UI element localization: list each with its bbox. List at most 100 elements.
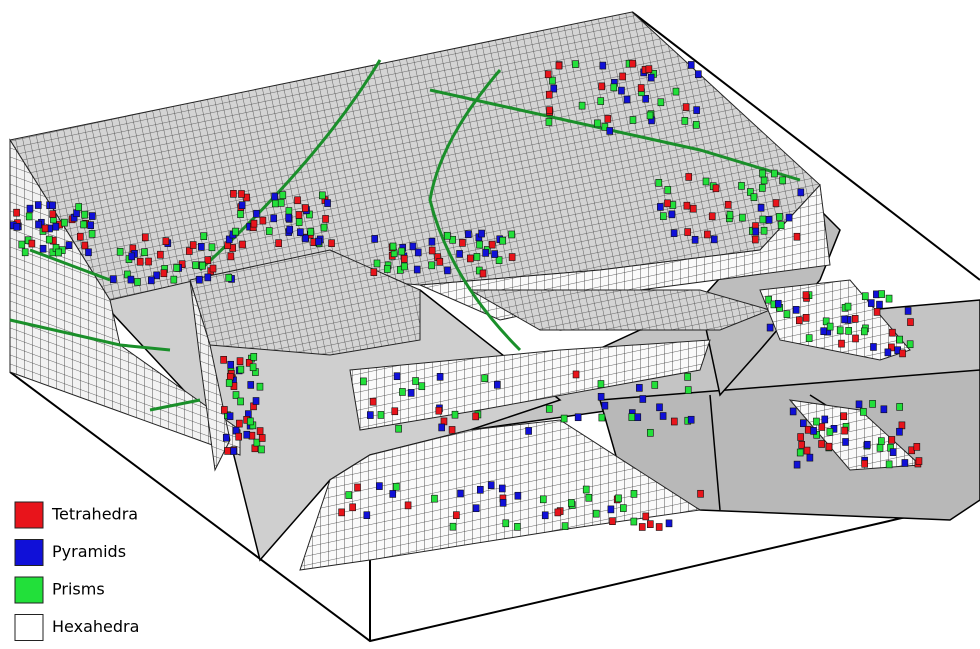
element-cell: [153, 271, 160, 280]
element-cell: [842, 438, 849, 446]
element-cell: [775, 299, 782, 308]
element-cell: [45, 235, 53, 244]
element-cell: [838, 339, 845, 348]
element-cell: [665, 519, 673, 528]
element-cell: [747, 188, 754, 196]
element-cell: [373, 259, 381, 268]
element-cell: [371, 235, 378, 243]
element-cell: [604, 115, 612, 123]
element-cell: [88, 212, 96, 220]
element-cell: [712, 184, 720, 193]
element-cell: [634, 413, 642, 421]
element-cell: [239, 240, 246, 249]
element-cell: [481, 374, 488, 383]
element-cell: [160, 269, 168, 278]
element-cell: [901, 459, 909, 467]
element-cell: [398, 247, 405, 256]
element-cell: [772, 199, 780, 207]
element-cell: [888, 436, 896, 444]
element-cell: [250, 219, 258, 228]
element-cell: [779, 176, 786, 185]
element-cell: [870, 343, 877, 351]
element-cell: [238, 190, 245, 198]
element-cell: [265, 227, 273, 235]
element-cell: [841, 315, 848, 324]
element-cell: [473, 253, 481, 261]
element-cell: [689, 204, 697, 213]
element-cell: [307, 227, 315, 236]
element-cell: [601, 401, 609, 410]
element-cell: [752, 227, 760, 236]
element-cell: [354, 483, 361, 492]
element-cell: [785, 213, 793, 222]
element-cell: [592, 509, 600, 518]
element-cell: [401, 262, 408, 271]
element-cell: [885, 460, 893, 469]
element-cell: [449, 235, 456, 244]
element-cell: [438, 423, 445, 432]
element-cell: [116, 247, 124, 256]
element-cell: [456, 250, 463, 258]
element-cell: [646, 111, 654, 120]
element-cell: [199, 261, 206, 270]
element-cell: [136, 257, 144, 266]
element-cell: [271, 192, 278, 201]
element-cell: [805, 334, 813, 342]
element-cell: [127, 275, 135, 284]
element-cell: [630, 517, 638, 526]
element-cell: [488, 240, 496, 249]
element-cell: [428, 261, 435, 270]
element-cell: [670, 229, 678, 237]
element-cell: [578, 101, 586, 110]
element-cell: [623, 95, 631, 104]
element-cell: [702, 177, 710, 186]
element-cell: [192, 261, 199, 270]
element-cell: [904, 307, 912, 315]
element-cell: [514, 523, 521, 531]
element-cell: [726, 211, 734, 219]
element-cell: [247, 417, 254, 426]
element-cell: [499, 499, 507, 507]
element-cell: [237, 397, 244, 406]
element-cell: [141, 248, 148, 257]
element-cell: [418, 382, 426, 391]
element-cell: [232, 227, 239, 236]
legend-swatch: [14, 614, 44, 641]
element-cell: [546, 106, 553, 115]
element-cell: [861, 292, 869, 301]
element-cell: [41, 224, 49, 233]
element-cell: [572, 60, 579, 68]
element-cell: [545, 404, 553, 413]
element-cell: [681, 117, 689, 125]
element-cell: [766, 323, 774, 332]
element-cell: [285, 207, 293, 215]
element-cell: [363, 511, 371, 520]
element-cell: [376, 482, 383, 490]
element-cell: [360, 377, 367, 386]
element-cell: [684, 373, 691, 381]
element-cell: [85, 248, 92, 257]
element-cell: [876, 300, 883, 309]
element-cell: [765, 216, 773, 224]
legend-label: Tetrahedra: [51, 505, 138, 524]
element-cell: [487, 481, 495, 489]
element-cell: [322, 215, 329, 223]
element-cell: [294, 196, 301, 205]
element-cell: [389, 490, 397, 498]
element-cell: [370, 268, 378, 276]
element-cell: [476, 240, 483, 249]
element-cell: [760, 176, 768, 185]
element-cell: [110, 275, 117, 283]
element-cell: [684, 228, 691, 236]
element-cell: [550, 84, 558, 93]
element-cell: [198, 243, 205, 251]
element-cell: [259, 216, 267, 225]
element-cell: [777, 221, 785, 229]
element-cell: [560, 414, 568, 423]
element-cell: [428, 246, 436, 255]
element-cell: [657, 203, 664, 211]
element-cell: [704, 230, 711, 239]
element-cell: [898, 421, 906, 430]
element-cell: [502, 519, 510, 528]
element-cell: [884, 348, 892, 357]
